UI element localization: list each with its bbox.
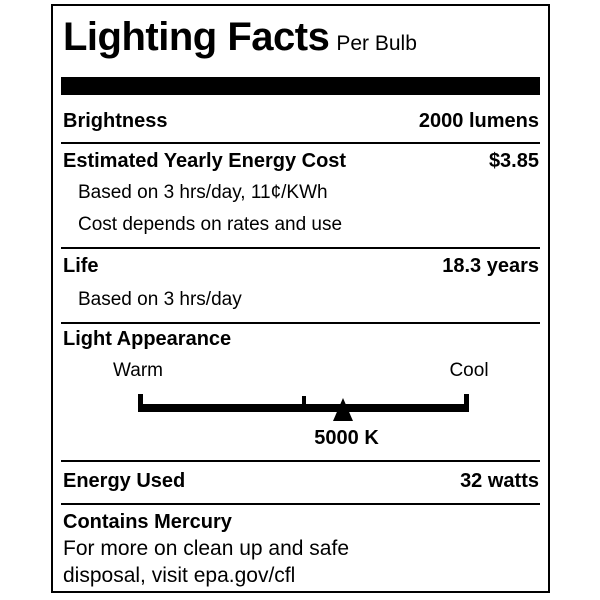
label-title: Lighting Facts [63, 15, 330, 59]
section-divider [61, 322, 540, 324]
temperature-scale-graphic: 5000 K [138, 394, 469, 451]
scale-endpoint-labels: Warm Cool [113, 360, 489, 382]
energy-used-row: Energy Used 32 watts [53, 462, 548, 503]
life-label: Life [63, 255, 99, 277]
section-divider [61, 460, 540, 462]
mercury-info-line-1: For more on clean up and safe [63, 537, 350, 560]
section-divider [61, 503, 540, 505]
energy-cost-note-rates: Cost depends on rates and use [78, 214, 343, 235]
life-value: 18.3 years [442, 255, 539, 277]
label-header: Lighting Facts Per Bulb [53, 6, 548, 69]
scale-midpoint-tick [301, 396, 306, 412]
cool-label: Cool [449, 360, 489, 381]
energy-cost-section: Estimated Yearly Energy Cost $3.85 Based… [53, 144, 548, 247]
label-qualifier: Per Bulb [336, 32, 417, 55]
mercury-info-line-2: disposal, visit epa.gov/cfl [63, 564, 296, 587]
energy-cost-row: Estimated Yearly Energy Cost $3.85 [63, 148, 539, 174]
light-appearance-section: Light Appearance Warm Cool 5000 K [53, 324, 548, 460]
section-divider [61, 247, 540, 249]
energy-cost-note-usage: Based on 3 hrs/day, 11¢/KWh [78, 182, 328, 203]
brightness-row: Brightness 2000 lumens [53, 95, 548, 142]
mercury-label: Contains Mercury [63, 511, 232, 533]
energy-used-label: Energy Used [63, 470, 186, 492]
header-separator-bar [61, 77, 540, 95]
temperature-marker-triangle [333, 398, 354, 421]
kelvin-value: 5000 K [314, 427, 379, 449]
scale-right-endcap [464, 394, 469, 412]
life-row: Life 18.3 years [63, 253, 539, 279]
energy-used-value: 32 watts [460, 470, 539, 492]
brightness-value: 2000 lumens [418, 110, 539, 132]
brightness-label: Brightness [63, 110, 168, 132]
section-divider [61, 142, 540, 144]
energy-cost-value: $3.85 [488, 150, 539, 172]
life-section: Life 18.3 years Based on 3 hrs/day [53, 249, 548, 322]
warm-label: Warm [113, 360, 163, 381]
mercury-section: Contains Mercury For more on clean up an… [53, 505, 548, 591]
life-note: Based on 3 hrs/day [78, 289, 242, 310]
light-appearance-label: Light Appearance [63, 328, 232, 350]
scale-left-endcap [138, 394, 143, 412]
energy-cost-label: Estimated Yearly Energy Cost [63, 150, 347, 172]
light-appearance-scale: Warm Cool 5000 K [113, 360, 489, 451]
lighting-facts-label: Lighting Facts Per Bulb Brightness 2000 l… [51, 4, 550, 593]
